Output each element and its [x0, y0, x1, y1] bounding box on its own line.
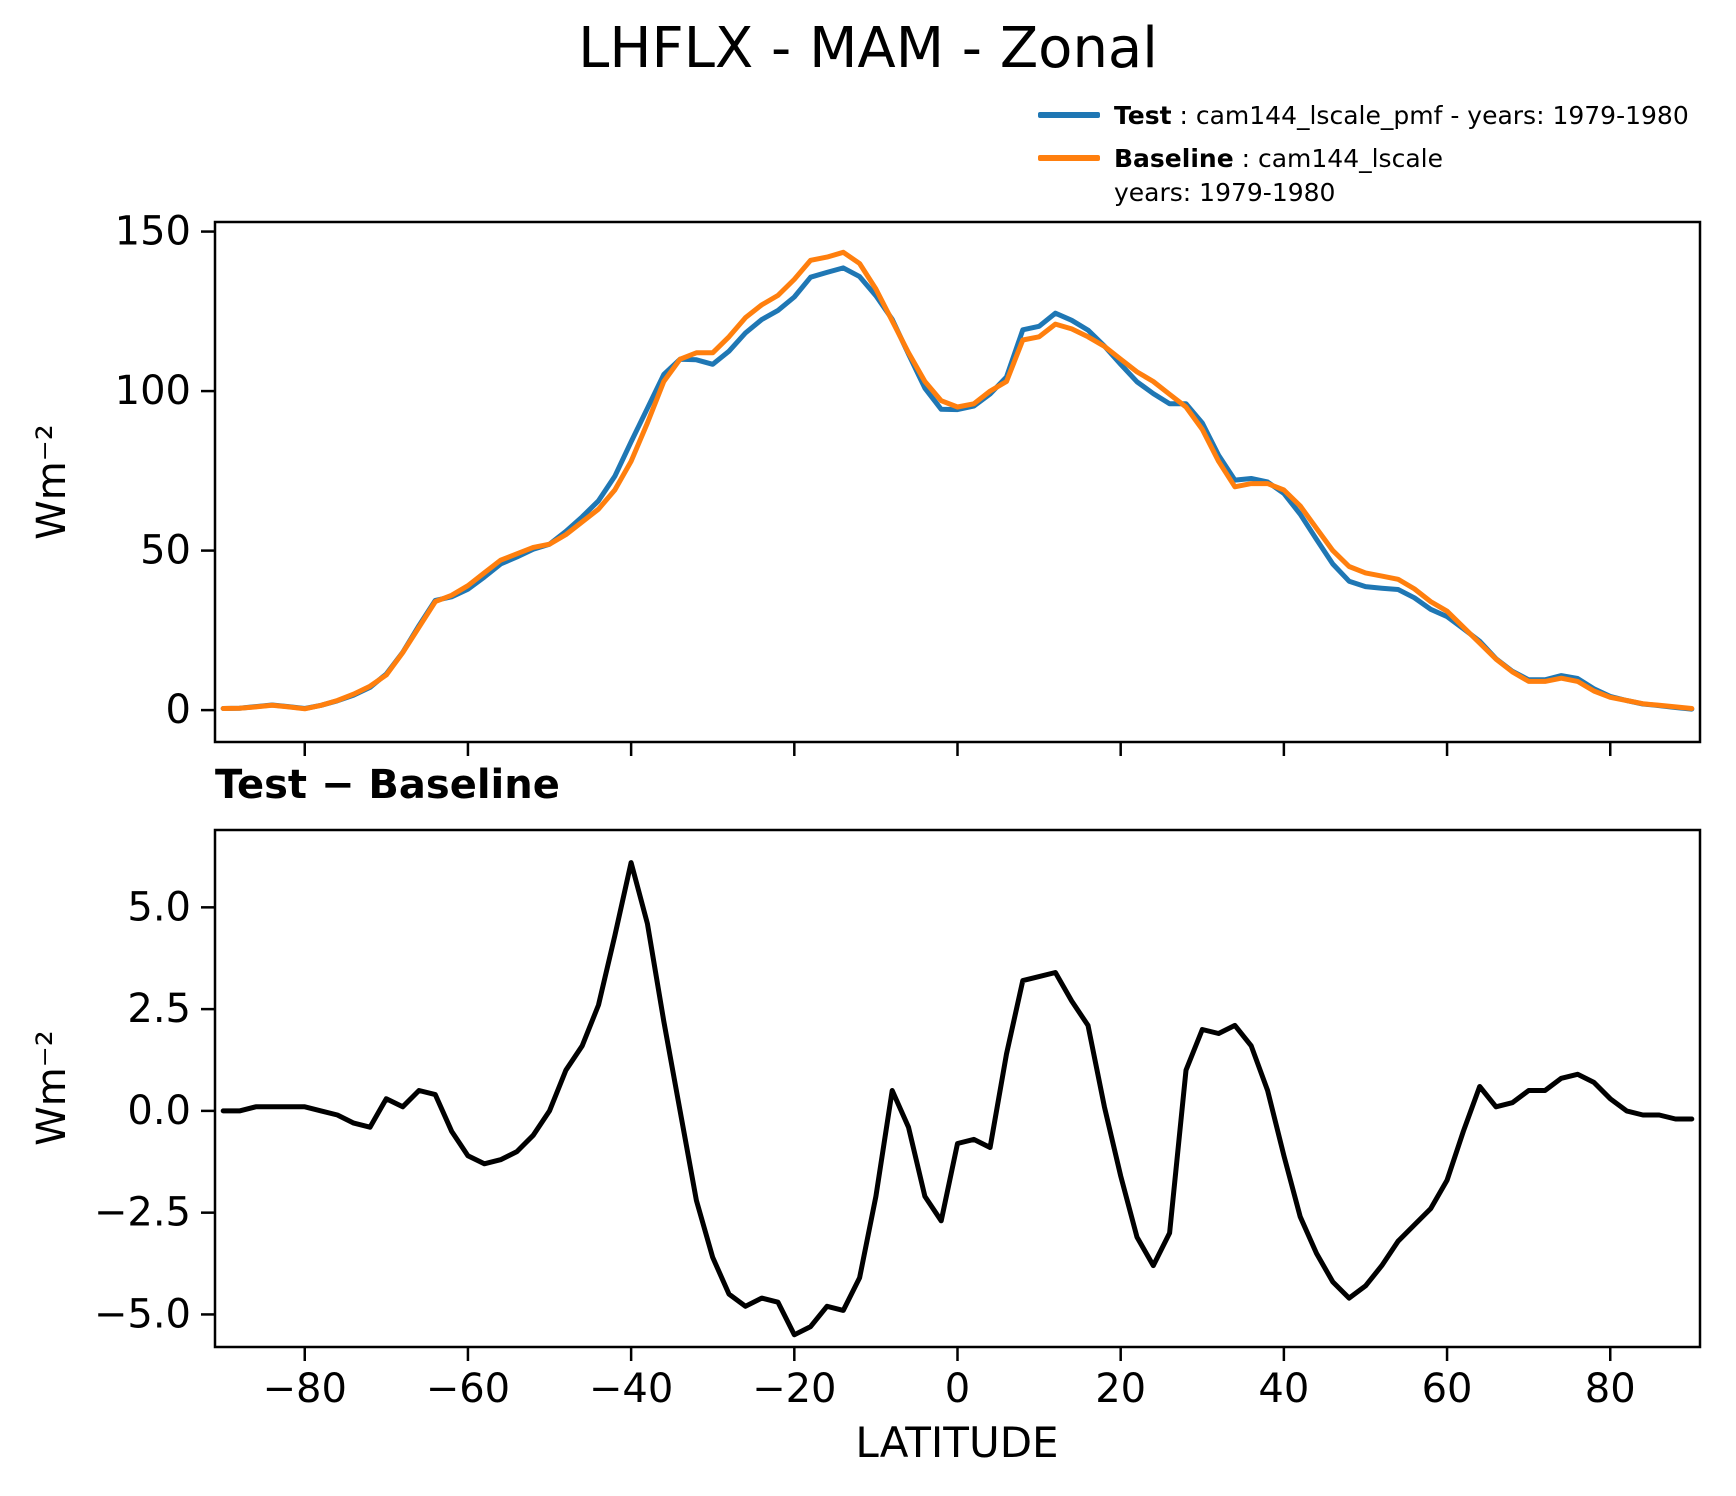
y-tick-label: 100 [115, 368, 191, 414]
y-tick-label: 50 [140, 528, 191, 574]
y-tick-label: −5.0 [94, 1291, 191, 1337]
x-tick-label: 80 [1585, 1366, 1636, 1412]
series-line-baseline [220, 249, 1695, 712]
legend-label-baseline-line2: years: 1979-1980 [1114, 177, 1336, 207]
y-tick-label: 0 [166, 687, 191, 733]
baseline-line-swatch [1038, 155, 1100, 162]
y-axis-label-top: Wm⁻² [29, 424, 75, 540]
y-tick-label: −2.5 [94, 1190, 191, 1236]
y-tick-label: 5.0 [127, 884, 191, 930]
x-tick-label: −40 [589, 1366, 673, 1412]
x-tick-label: 20 [1095, 1366, 1146, 1412]
figure-title: LHFLX - MAM - Zonal [578, 16, 1158, 81]
legend: Test : cam144_lscale_pmf - years: 1979-1… [1038, 100, 1689, 220]
y-axis-label-bottom: Wm⁻² [29, 1030, 75, 1146]
legend-label-test: Test : cam144_lscale_pmf - years: 1979-1… [1114, 100, 1689, 131]
difference-panel-title: Test − Baseline [215, 762, 560, 808]
series-line-test [220, 265, 1695, 712]
legend-label-test-rest: : cam144_lscale_pmf - years: 1979-1980 [1171, 101, 1689, 130]
x-tick-label: 60 [1422, 1366, 1473, 1412]
legend-entry-test: Test : cam144_lscale_pmf - years: 1979-1… [1038, 100, 1689, 131]
legend-entry-baseline: Baseline : cam144_lscale years: 1979-198… [1038, 143, 1689, 208]
legend-label-baseline-bold: Baseline [1114, 144, 1234, 174]
x-tick-label: −80 [263, 1366, 347, 1412]
y-tick-label: 150 [115, 209, 191, 255]
legend-label-baseline-rest: : cam144_lscale [1233, 144, 1443, 174]
series-line-test-minus-baseline [220, 860, 1695, 1338]
legend-label-test-bold: Test [1114, 101, 1172, 130]
x-tick-label: −60 [426, 1366, 510, 1412]
y-tick-label: 0.0 [127, 1088, 191, 1134]
axes-frame-top [213, 220, 1702, 744]
x-axis-label: LATITUDE [855, 1418, 1059, 1467]
test-line-swatch [1038, 112, 1100, 118]
x-tick-label: −20 [752, 1366, 836, 1412]
x-tick-label: 0 [945, 1366, 970, 1412]
y-tick-label: 2.5 [127, 986, 191, 1032]
x-tick-label: 40 [1258, 1366, 1309, 1412]
legend-label-baseline: Baseline : cam144_lscale years: 1979-198… [1114, 143, 1443, 208]
